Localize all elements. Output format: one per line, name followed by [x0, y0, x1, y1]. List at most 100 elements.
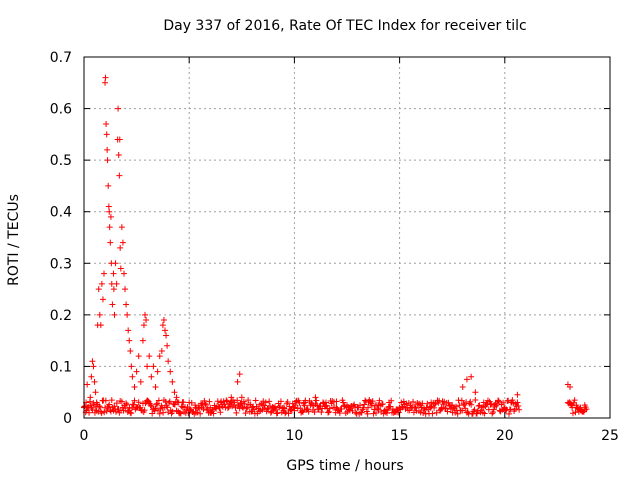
data-point — [217, 409, 224, 416]
data-point — [178, 403, 185, 410]
data-point — [187, 407, 194, 414]
data-point — [373, 409, 380, 416]
data-point — [113, 280, 120, 287]
data-point — [417, 402, 424, 409]
data-point — [420, 409, 427, 416]
data-point — [123, 400, 130, 407]
data-point — [234, 378, 241, 385]
data-point — [105, 203, 112, 210]
data-point — [107, 239, 114, 246]
data-point — [90, 363, 97, 370]
data-point — [112, 260, 119, 267]
data-point — [122, 405, 129, 412]
data-point — [516, 406, 523, 413]
data-point — [155, 397, 162, 404]
data-point — [472, 389, 479, 396]
data-point — [398, 399, 405, 406]
data-point — [349, 407, 356, 414]
data-point — [129, 373, 136, 380]
data-point — [488, 401, 495, 408]
data-point — [89, 406, 96, 413]
data-point — [171, 389, 178, 396]
data-point — [336, 410, 343, 417]
data-point — [106, 401, 113, 408]
data-point — [296, 399, 303, 406]
data-point — [153, 401, 160, 408]
data-point — [108, 397, 115, 404]
data-point — [194, 409, 201, 416]
data-point — [238, 399, 245, 406]
data-point — [412, 405, 419, 412]
data-point — [495, 398, 502, 405]
data-point — [128, 363, 135, 370]
data-point — [379, 401, 386, 408]
data-point — [403, 400, 410, 407]
data-point — [441, 398, 448, 405]
data-point — [117, 244, 124, 251]
data-point — [274, 410, 281, 417]
data-point — [169, 378, 176, 385]
plot-frame — [83, 56, 611, 419]
data-point — [407, 404, 414, 411]
data-point — [119, 239, 126, 246]
data-point — [167, 368, 174, 375]
data-point — [311, 409, 318, 416]
y-tick-label: 0.4 — [50, 205, 72, 221]
data-point — [314, 402, 321, 409]
data-point — [249, 404, 256, 411]
data-point — [96, 404, 103, 411]
data-point — [100, 270, 107, 277]
data-point — [452, 403, 459, 410]
data-point — [364, 410, 371, 417]
data-point — [192, 404, 199, 411]
data-point — [291, 404, 298, 411]
data-point — [149, 410, 156, 417]
data-point — [369, 398, 376, 405]
data-point — [573, 402, 580, 409]
data-point — [120, 270, 127, 277]
data-point — [115, 151, 122, 158]
data-point — [97, 322, 104, 329]
data-point — [177, 410, 184, 417]
y-tick-labels: 0 0.1 0.2 0.3 0.4 0.5 0.6 0.7 — [50, 50, 72, 427]
data-point — [110, 270, 117, 277]
data-point — [148, 373, 155, 380]
data-point — [292, 402, 299, 409]
data-point — [107, 408, 114, 415]
x-tick-label: 20 — [496, 428, 514, 444]
data-point — [111, 403, 118, 410]
data-point — [135, 353, 142, 360]
data-point — [318, 409, 325, 416]
data-point — [140, 322, 147, 329]
data-point — [124, 311, 131, 318]
data-point — [103, 121, 110, 128]
data-point — [115, 105, 122, 112]
data-point — [207, 404, 214, 411]
data-point — [285, 410, 292, 417]
data-point — [102, 79, 109, 86]
data-point — [411, 403, 418, 410]
data-point — [293, 398, 300, 405]
data-point — [340, 399, 347, 406]
data-point — [308, 399, 315, 406]
data-point — [130, 401, 137, 408]
data-point — [234, 397, 241, 404]
y-tick-label: 0.1 — [50, 359, 72, 375]
data-point — [485, 406, 492, 413]
data-point — [396, 404, 403, 411]
data-point — [581, 402, 588, 409]
data-point — [429, 410, 436, 417]
data-point — [410, 398, 417, 405]
data-point — [160, 317, 167, 324]
data-point — [277, 398, 284, 405]
data-point — [458, 397, 465, 404]
data-point — [131, 397, 138, 404]
data-point — [567, 384, 574, 391]
data-point — [152, 384, 159, 391]
y-tick-label: 0.6 — [50, 102, 72, 118]
data-point — [569, 410, 576, 417]
data-point — [165, 358, 172, 365]
data-point — [368, 402, 375, 409]
data-point — [438, 404, 445, 411]
data-point — [173, 394, 180, 401]
